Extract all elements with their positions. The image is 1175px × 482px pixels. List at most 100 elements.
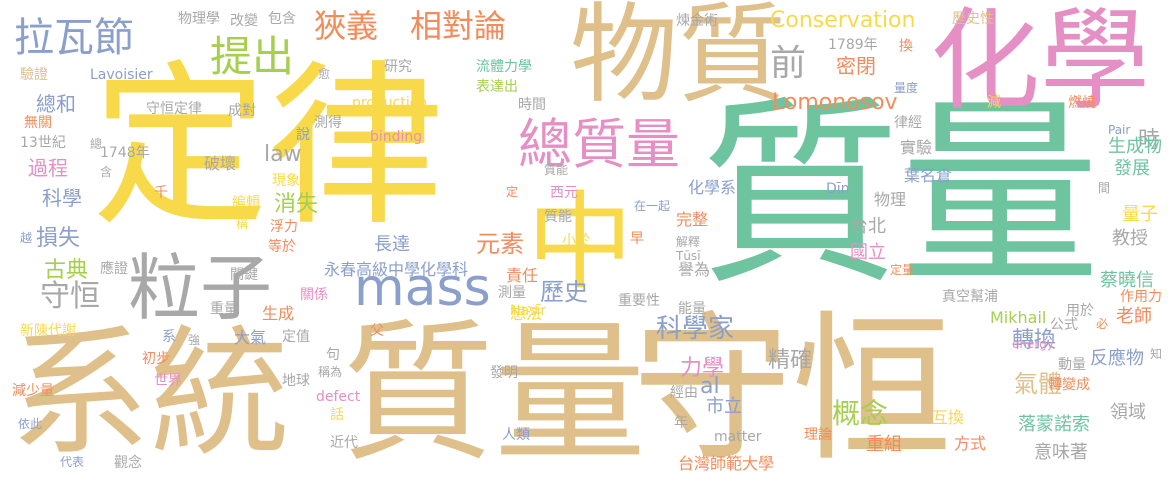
word: binding: [370, 129, 423, 145]
word: 領域: [1110, 402, 1146, 423]
word: Mikhail: [990, 308, 1047, 327]
word: 永春高級中學化學科: [324, 260, 469, 279]
word: 說: [296, 127, 310, 143]
word: 減少量: [12, 383, 54, 399]
word: 狹義: [314, 7, 379, 45]
word: 密閉: [836, 54, 876, 78]
word: 守恒: [40, 279, 100, 314]
word: 13世紀: [20, 135, 66, 151]
word: 話: [330, 407, 344, 423]
word: 能量: [678, 301, 706, 317]
word: 人類: [502, 427, 530, 443]
word: production: [352, 95, 428, 111]
word: 損失: [36, 226, 81, 251]
word: 知: [1150, 347, 1163, 361]
word: law: [264, 142, 302, 167]
word: matter: [714, 429, 762, 445]
word: 1789年: [828, 37, 878, 53]
word: 定值: [282, 329, 310, 345]
word: 西元: [550, 185, 578, 201]
word: 中: [527, 181, 633, 304]
word: 稱為: [318, 365, 343, 379]
word: 必: [1096, 317, 1109, 331]
word: 愈: [318, 67, 331, 81]
word: 蔡曉信: [1100, 270, 1154, 291]
word: 意味著: [1034, 442, 1088, 463]
word: 理論: [804, 427, 832, 443]
word: 換: [897, 38, 913, 52]
word: 長達: [374, 234, 410, 255]
word: 代表: [60, 455, 85, 469]
word: 拉瓦節: [14, 15, 134, 61]
word: 方式: [954, 434, 987, 453]
word: 教授: [1112, 228, 1148, 249]
word: 測量: [498, 285, 526, 301]
word: 編輯: [232, 195, 260, 211]
word: 歷史性: [952, 11, 994, 27]
word: 責任: [506, 266, 539, 285]
word: 定律: [92, 45, 445, 250]
word: 落蒙諾索: [1018, 414, 1090, 435]
word: 重要性: [618, 293, 660, 309]
word: 包含: [268, 11, 296, 27]
word: al: [700, 374, 720, 399]
word: 減: [985, 94, 1001, 108]
word: 轉變成: [1048, 377, 1090, 393]
word: 新陳代謝: [20, 323, 76, 339]
word: 市立: [706, 396, 742, 417]
word: 總質量: [518, 113, 680, 176]
word: 等於: [268, 239, 296, 255]
word: 依此: [18, 417, 43, 431]
word: 定: [506, 185, 519, 199]
word: 關鍵: [230, 267, 258, 283]
word: 量子: [1122, 204, 1158, 225]
word: 系統: [10, 313, 291, 476]
word: 重量: [210, 301, 238, 317]
word: 燃燒: [1068, 95, 1096, 111]
word: 物理: [874, 190, 907, 209]
word: 轉換: [1012, 328, 1057, 353]
word: 時: [1138, 128, 1161, 153]
word: 氣體: [1014, 370, 1062, 398]
word: 初步: [142, 351, 170, 367]
word: 表達出: [476, 79, 518, 95]
word: 改變: [230, 13, 258, 29]
word: 量度: [894, 81, 919, 95]
word: defect: [316, 389, 361, 405]
word: 小於: [562, 233, 590, 249]
word: 科學家: [656, 314, 735, 344]
word: 守恒: [632, 296, 953, 482]
word: 生成: [262, 304, 295, 323]
word: 物質: [570, 0, 787, 118]
word: mass: [354, 258, 491, 318]
word: 歷史: [540, 278, 588, 306]
word: 應證: [100, 261, 128, 277]
word: 關係: [300, 287, 328, 303]
word: 定量: [890, 263, 915, 277]
word: 過程: [28, 156, 68, 180]
word: 提出: [210, 32, 295, 81]
word: 世界: [154, 373, 182, 389]
word: 葉名倉: [904, 166, 953, 185]
word: 流體力學: [476, 59, 532, 75]
word: 作用力: [1120, 289, 1162, 305]
word: 稱: [236, 217, 249, 231]
word: 破壞: [204, 154, 237, 173]
word: 解釋: [676, 235, 701, 249]
word: 強: [188, 333, 201, 347]
word: 地球: [282, 373, 310, 389]
word: Lomonosov: [772, 90, 898, 115]
word: 真空幫浦: [942, 289, 998, 305]
word: 時間: [518, 97, 546, 113]
word: 消失: [274, 192, 319, 217]
word: 測得: [314, 115, 342, 131]
word: 譽為: [678, 260, 711, 279]
word: 發明: [490, 365, 518, 381]
word: Lavoisier: [90, 67, 153, 83]
word: energy: [1012, 337, 1054, 351]
word: 發展: [1114, 158, 1150, 179]
word: 間: [1098, 181, 1111, 195]
word: 成對: [228, 103, 256, 119]
word: 煉金術: [676, 13, 718, 29]
word: 系: [162, 329, 176, 345]
